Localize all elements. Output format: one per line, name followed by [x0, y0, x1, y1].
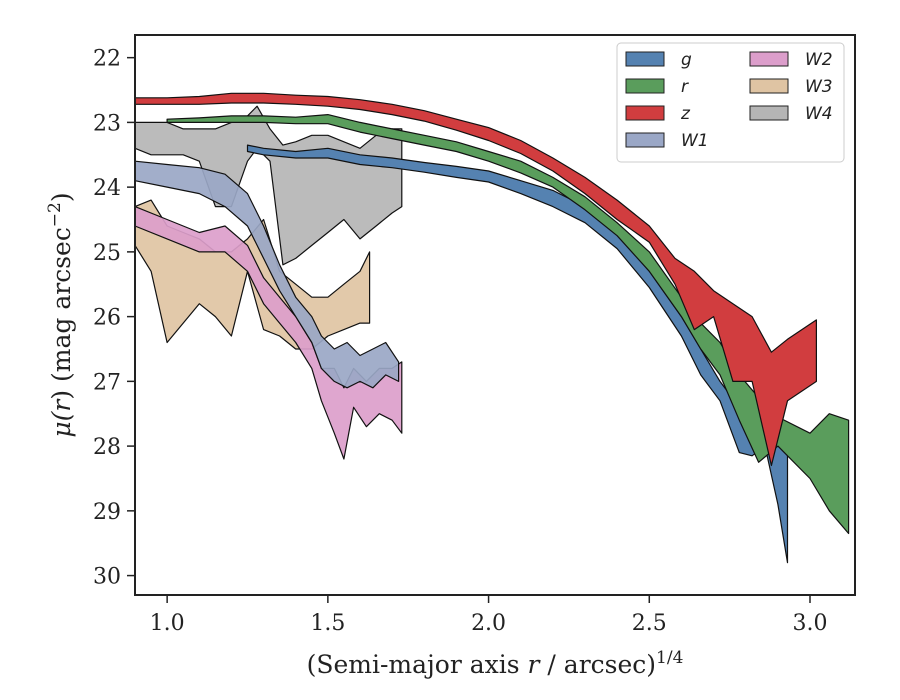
- y-axis-label-exp: −2: [45, 202, 65, 227]
- y-tick-label: 29: [93, 500, 121, 525]
- band-w1: [134, 160, 400, 389]
- y-axis-label-mu: μ(: [47, 410, 76, 437]
- legend-swatch-z: [625, 105, 665, 121]
- x-axis-ticks: 1.0 1.5 2.0 2.5 3.0: [150, 595, 828, 636]
- band-w2: [134, 206, 403, 460]
- legend-label-g: g: [681, 50, 692, 70]
- legend-swatch-g: [625, 51, 665, 67]
- y-tick-label: 27: [93, 370, 121, 395]
- x-axis-label: (Semi-major axis r / arcsec)1/4: [307, 648, 684, 679]
- x-axis-label-var: r: [528, 650, 542, 679]
- x-axis-label-main: (Semi-major axis: [307, 650, 528, 679]
- legend-swatch-w3: [749, 78, 789, 94]
- x-tick-label: 2.5: [632, 611, 667, 636]
- x-axis-label-exp: 1/4: [656, 648, 683, 668]
- legend-frame: [616, 42, 845, 163]
- legend-swatch-w1: [625, 132, 665, 148]
- legend-label-w4: W4: [805, 104, 833, 124]
- x-tick-label: 1.0: [150, 611, 185, 636]
- legend-label-r: r: [681, 77, 689, 97]
- y-axis-label: μ(r) (mag arcsec−2): [45, 192, 76, 437]
- x-tick-label: 1.5: [310, 611, 345, 636]
- y-tick-label: 25: [93, 241, 121, 266]
- y-tick-label: 22: [93, 47, 121, 72]
- band-g: [246, 144, 789, 564]
- legend-label-z: z: [680, 104, 691, 124]
- legend-swatch-r: [625, 78, 665, 94]
- y-axis-label-var: r: [47, 398, 76, 412]
- legend: grz W1 W2 W3 W4: [616, 42, 845, 163]
- legend-label-w2: W2: [805, 50, 833, 70]
- y-axis-label-end: ): [47, 192, 76, 202]
- legend-label-w3: W3: [805, 77, 833, 97]
- plot-frame: [134, 34, 856, 596]
- band-z: [134, 92, 818, 467]
- y-axis-ticks: 22 23 24 25 26 27 28 29 30: [93, 47, 135, 590]
- legend-swatch-w4: [749, 105, 789, 121]
- x-tick-label: 2.0: [471, 611, 506, 636]
- y-tick-label: 24: [93, 176, 121, 201]
- y-tick-label: 30: [93, 565, 121, 590]
- band-r: [166, 113, 850, 535]
- legend-label-w1: W1: [681, 131, 709, 151]
- y-tick-label: 23: [93, 111, 121, 136]
- x-tick-label: 3.0: [793, 611, 828, 636]
- legend-swatch-w2: [749, 51, 789, 67]
- x-axis-label-tail: / arcsec): [539, 650, 656, 679]
- data-bands: [134, 92, 850, 564]
- y-tick-label: 28: [93, 435, 121, 460]
- y-axis-label-mid: ) (mag arcsec: [47, 227, 76, 400]
- y-tick-label: 26: [93, 306, 121, 331]
